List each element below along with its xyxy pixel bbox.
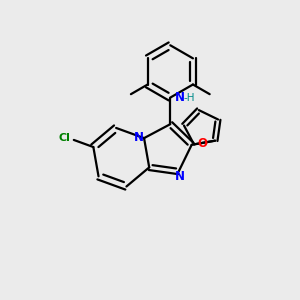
Text: N: N xyxy=(175,91,184,104)
Text: O: O xyxy=(198,137,208,150)
Text: -H: -H xyxy=(184,93,195,103)
Text: N: N xyxy=(134,131,144,144)
Text: N: N xyxy=(175,170,185,183)
Text: Cl: Cl xyxy=(59,134,71,143)
